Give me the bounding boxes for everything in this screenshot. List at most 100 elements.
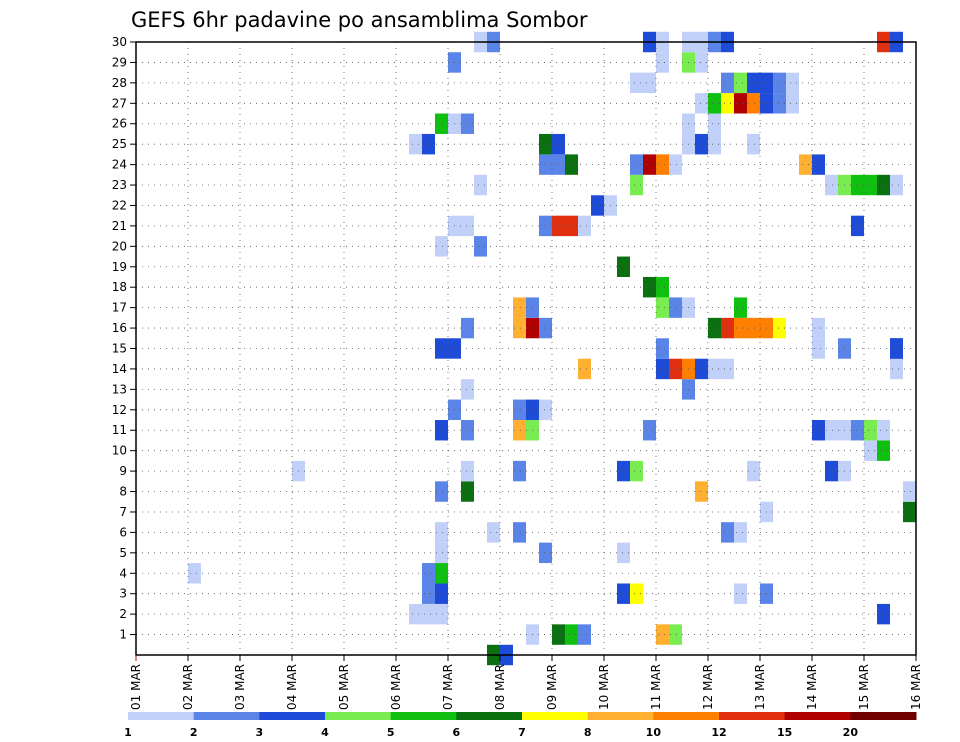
colorbar-swatch bbox=[456, 712, 523, 720]
heatmap-cell bbox=[695, 133, 708, 155]
y-tick-label: 20 bbox=[112, 239, 127, 253]
heatmap-cell bbox=[812, 154, 825, 175]
heatmap-cell bbox=[656, 624, 669, 645]
heatmap-cell bbox=[461, 379, 474, 400]
heatmap-cell bbox=[773, 317, 786, 339]
x-tick-label: 13 MAR bbox=[753, 664, 767, 710]
heatmap-cell bbox=[877, 440, 890, 461]
heatmap-cell bbox=[890, 358, 903, 380]
heatmap-cell bbox=[669, 624, 682, 645]
heatmap-cell bbox=[578, 624, 591, 645]
colorbar-swatch bbox=[850, 712, 917, 720]
heatmap-cell bbox=[513, 317, 526, 339]
heatmap-cell bbox=[435, 603, 448, 625]
heatmap-cell bbox=[903, 501, 916, 523]
heatmap-cell bbox=[747, 460, 760, 482]
heatmap-cell bbox=[487, 522, 500, 543]
colorbar-swatch bbox=[719, 712, 786, 720]
y-axis-ticks: 1234567891011121314151617181920212223242… bbox=[112, 35, 136, 642]
heatmap-cell bbox=[461, 420, 474, 441]
x-tick-label: 06 MAR bbox=[389, 664, 403, 710]
colorbar-swatch bbox=[193, 712, 260, 720]
colorbar: 1 2 3 4 5 6 7 8 10 12 15 20 bbox=[124, 712, 917, 739]
colorbar-label: 15 bbox=[777, 726, 792, 739]
y-tick-label: 21 bbox=[112, 219, 127, 233]
x-tick-label: 08 MAR bbox=[493, 664, 507, 710]
heatmap-cell bbox=[890, 338, 903, 359]
colorbar-swatch bbox=[259, 712, 326, 720]
y-tick-label: 12 bbox=[112, 403, 127, 417]
heatmap-cell bbox=[656, 358, 669, 380]
heatmap-cell bbox=[643, 420, 656, 441]
y-tick-label: 29 bbox=[112, 55, 127, 69]
heatmap-cell bbox=[747, 317, 760, 339]
heatmap-cell bbox=[825, 174, 838, 196]
heatmap-cell bbox=[513, 460, 526, 482]
x-tick-label: 15 MAR bbox=[857, 664, 871, 710]
heatmap-cell bbox=[786, 93, 799, 114]
y-tick-label: 11 bbox=[112, 423, 127, 437]
colorbar-label: 8 bbox=[584, 726, 592, 739]
grid-lines bbox=[136, 42, 916, 655]
chart-title: GEFS 6hr padavine po ansamblima Sombor bbox=[131, 8, 588, 32]
heatmap-cell bbox=[461, 317, 474, 339]
heatmap-cell bbox=[578, 215, 591, 237]
y-tick-label: 17 bbox=[112, 301, 127, 315]
heatmap-cell bbox=[539, 317, 552, 339]
y-tick-label: 25 bbox=[112, 137, 127, 151]
heatmap-cell bbox=[513, 522, 526, 543]
heatmap-cell bbox=[708, 93, 721, 114]
heatmap-cell bbox=[630, 154, 643, 175]
heatmap-cell bbox=[474, 236, 487, 257]
heatmap-cell bbox=[695, 481, 708, 502]
heatmap-cell bbox=[799, 154, 812, 175]
heatmap-cell bbox=[708, 358, 721, 380]
heatmap-cell bbox=[188, 563, 201, 584]
y-tick-label: 10 bbox=[112, 444, 127, 458]
heatmap-cell bbox=[656, 338, 669, 359]
x-tick-label: 01 MAR bbox=[129, 664, 143, 710]
y-tick-label: 13 bbox=[112, 382, 127, 396]
heatmap-cell bbox=[409, 133, 422, 155]
heatmap-cell bbox=[435, 563, 448, 584]
heatmap-cell bbox=[734, 93, 747, 114]
heatmap-cell bbox=[669, 358, 682, 380]
colorbar-swatch bbox=[390, 712, 457, 720]
heatmap-cell bbox=[812, 420, 825, 441]
heatmap-cell bbox=[747, 93, 760, 114]
heatmap-cell bbox=[617, 460, 630, 482]
heatmap-cell bbox=[552, 215, 565, 237]
heatmap-cell bbox=[656, 52, 669, 73]
y-tick-label: 9 bbox=[119, 464, 127, 478]
heatmap-cell bbox=[864, 174, 877, 196]
heatmap-cell bbox=[461, 460, 474, 482]
colorbar-swatch bbox=[653, 712, 720, 720]
heatmap-cell bbox=[435, 542, 448, 564]
heatmap-cell bbox=[656, 297, 669, 318]
heatmap-cell bbox=[773, 93, 786, 114]
heatmap-cell bbox=[539, 154, 552, 175]
y-tick-label: 24 bbox=[112, 158, 127, 172]
y-tick-label: 30 bbox=[112, 35, 127, 49]
colorbar-swatch bbox=[128, 712, 195, 720]
heatmap-cell bbox=[812, 317, 825, 339]
colorbar-swatch bbox=[325, 712, 392, 720]
heatmap-cell bbox=[812, 338, 825, 359]
heatmap-cell bbox=[851, 420, 864, 441]
heatmap-cell bbox=[435, 481, 448, 502]
heatmap-cell bbox=[656, 276, 669, 298]
heatmap-cell bbox=[773, 72, 786, 94]
heatmap-cell bbox=[734, 72, 747, 94]
heatmap-cell bbox=[422, 583, 435, 604]
heatmap-cell bbox=[630, 460, 643, 482]
heatmap-cell bbox=[721, 72, 734, 94]
x-tick-label: 04 MAR bbox=[285, 664, 299, 710]
y-tick-label: 2 bbox=[119, 607, 127, 621]
y-tick-label: 15 bbox=[112, 342, 127, 356]
colorbar-label: 20 bbox=[843, 726, 859, 739]
heatmap-cell bbox=[630, 174, 643, 196]
colorbar-label: 7 bbox=[518, 726, 526, 739]
heatmap-cell bbox=[825, 460, 838, 482]
heatmap-cell bbox=[747, 133, 760, 155]
